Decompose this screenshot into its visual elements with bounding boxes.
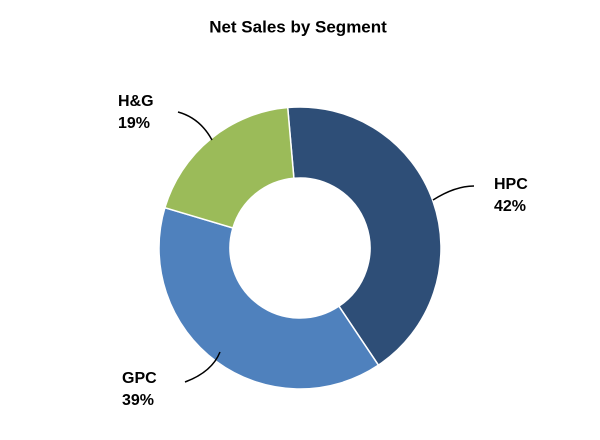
category-label: H&G (118, 93, 154, 110)
value-label: 42% (494, 198, 526, 215)
leader-line (432, 185, 475, 201)
category-label: GPC (122, 370, 157, 387)
leader-line (177, 111, 213, 141)
leader-line (184, 351, 221, 383)
chart-title: Net Sales by Segment (209, 17, 387, 36)
donut-segment (158, 206, 380, 390)
value-label: 39% (122, 392, 154, 409)
donut-segment (286, 106, 442, 367)
category-label: HPC (494, 176, 528, 193)
donut-segment (163, 106, 295, 229)
value-label: 19% (118, 115, 150, 132)
